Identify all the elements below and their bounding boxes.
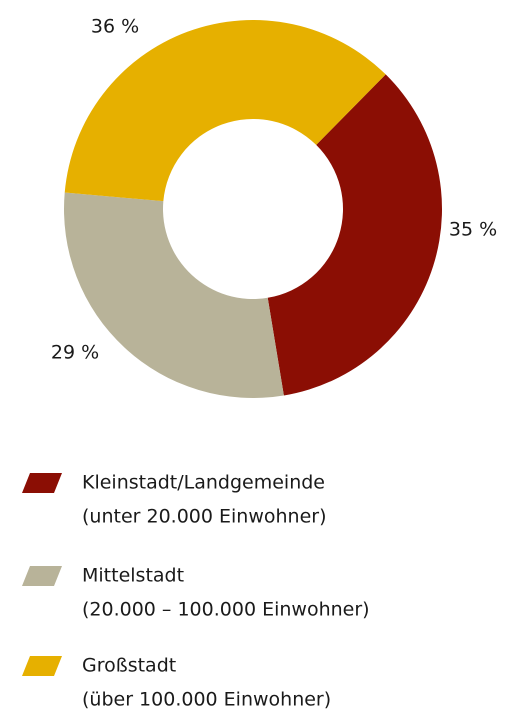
value-label: 36 % xyxy=(91,16,139,38)
legend-label: Kleinstadt/Landgemeinde xyxy=(82,472,325,494)
legend-label: Großstadt xyxy=(82,655,176,677)
value-label: 29 % xyxy=(51,342,99,364)
value-label: 35 % xyxy=(449,219,497,241)
donut-segment xyxy=(63,192,284,398)
legend-description: (20.000 – 100.000 Einwohner) xyxy=(82,599,370,621)
donut-segment xyxy=(267,74,443,396)
legend-swatch xyxy=(22,566,62,586)
donut-segment xyxy=(64,19,386,202)
legend-description: (über 100.000 Einwohner) xyxy=(82,689,331,711)
legend-swatch xyxy=(22,473,62,493)
legend-label: Mittelstadt xyxy=(82,565,184,587)
legend-swatch xyxy=(22,656,62,676)
legend-description: (unter 20.000 Einwohner) xyxy=(82,506,327,528)
